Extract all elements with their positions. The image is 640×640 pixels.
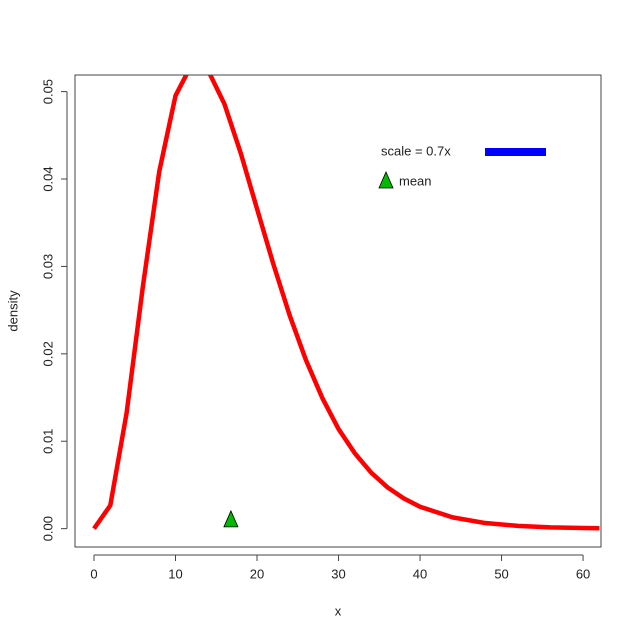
plot-area	[92, 75, 600, 531]
legend-label: mean	[399, 173, 432, 188]
x-tick-label: 0	[90, 566, 97, 581]
legend-label: scale = 0.7x	[381, 143, 451, 158]
y-tick-label: 0.03	[40, 254, 55, 279]
y-tick-label: 0.01	[40, 429, 55, 454]
x-tick-label: 30	[331, 566, 345, 581]
x-tick-label: 60	[576, 566, 590, 581]
x-tick-label: 40	[413, 566, 427, 581]
legend-marker	[378, 171, 394, 189]
x-tick-label: 10	[168, 566, 182, 581]
plot-box	[74, 74, 602, 548]
y-tick-label: 0.00	[40, 516, 55, 541]
mean-marker	[223, 509, 239, 528]
x-axis-label: x	[335, 603, 342, 618]
x-tick-label: 20	[250, 566, 264, 581]
x-tick-label: 50	[494, 566, 508, 581]
y-axis-label: density	[5, 290, 20, 332]
y-tick-label: 0.02	[40, 341, 55, 366]
y-tick-label: 0.04	[40, 166, 55, 191]
y-tick-label: 0.05	[40, 79, 55, 104]
density-curve	[92, 75, 600, 531]
